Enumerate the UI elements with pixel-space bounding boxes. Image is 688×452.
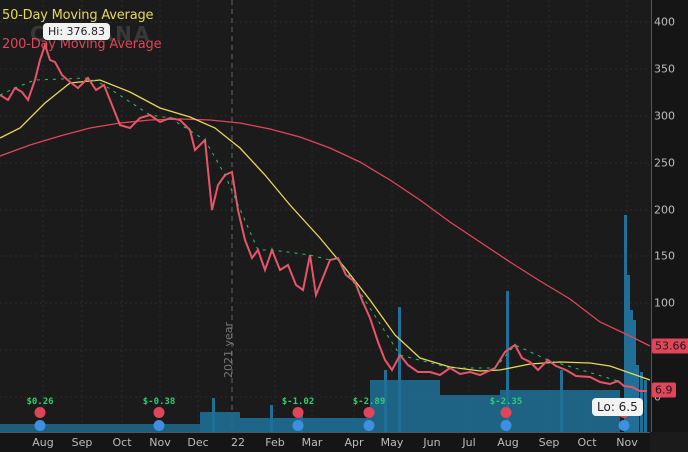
earnings-icon[interactable] (292, 407, 304, 418)
dividend-info-icon[interactable] (34, 420, 46, 431)
y-tick: 100 (654, 296, 675, 310)
x-tick: Sep (71, 436, 93, 449)
x-tick: Oct (112, 436, 132, 449)
ma50-line (0, 79, 650, 381)
time-axis[interactable]: Aug Sep Oct Nov Dec 22 Feb Mar Apr May J… (0, 432, 650, 452)
eps-label: $0.26 (26, 397, 54, 407)
x-tick: Nov (149, 436, 171, 449)
x-tick: Aug (32, 436, 54, 449)
chart-canvas (0, 0, 650, 432)
y-tick: 300 (654, 109, 675, 123)
x-tick: Apr (344, 436, 364, 449)
legend-ma50: 50-Day Moving Average (2, 8, 154, 23)
price-axis[interactable]: 400 350 300 250 200 150 100 50 0 (651, 0, 688, 432)
volume-bars (0, 215, 647, 432)
earnings-icon[interactable] (153, 407, 165, 418)
last-price-tag: 6.9 (652, 382, 676, 398)
eps-label: $-0.38 (142, 397, 176, 407)
high-tooltip: Hi: 376.83 (43, 23, 111, 40)
grid-lines (0, 0, 650, 432)
dividend-info-icon[interactable] (153, 420, 165, 431)
y-tick: 400 (654, 15, 675, 29)
low-tooltip: Lo: 6.5 (592, 398, 643, 416)
x-tick: Nov (616, 436, 638, 449)
x-tick: Jun (423, 436, 441, 449)
earnings-icon[interactable] (34, 407, 46, 418)
y-tick: 250 (654, 156, 675, 170)
y-tick: 150 (654, 249, 675, 263)
x-tick: Dec (187, 436, 209, 449)
x-tick: Feb (265, 436, 285, 449)
axis-line (0, 432, 650, 433)
earnings-icon[interactable] (500, 407, 512, 418)
x-tick: Sep (538, 436, 560, 449)
x-tick: Jul (462, 436, 476, 449)
ma200-price-tag: 53.66 (652, 338, 688, 354)
dividend-info-icon[interactable] (363, 420, 375, 431)
ma200-line (0, 118, 650, 347)
x-tick: Oct (577, 436, 597, 449)
price-candles (0, 41, 647, 392)
y-tick: 200 (654, 203, 675, 217)
year-divider-label: 2021 year (222, 321, 235, 378)
x-tick: May (380, 436, 404, 449)
plot-area[interactable]: CARVANA 50-Day Moving Average 200-Day Mo… (0, 0, 650, 432)
price-up-candles (0, 77, 619, 382)
earnings-icon[interactable] (363, 407, 375, 418)
x-tick: 22 (231, 436, 245, 449)
x-tick: Aug (497, 436, 519, 449)
eps-label: $-2.35 (489, 397, 523, 407)
dividend-info-icon[interactable] (500, 420, 512, 431)
dividend-info-icon[interactable] (618, 420, 630, 431)
legend-ma200: 200-Day Moving Average (2, 37, 162, 52)
eps-label: $-1.02 (281, 397, 315, 407)
axis-line (651, 0, 652, 432)
x-tick: Mar (301, 436, 323, 449)
eps-label: $-2.89 (352, 397, 386, 407)
dividend-info-icon[interactable] (292, 420, 304, 431)
y-tick: 350 (654, 62, 675, 76)
